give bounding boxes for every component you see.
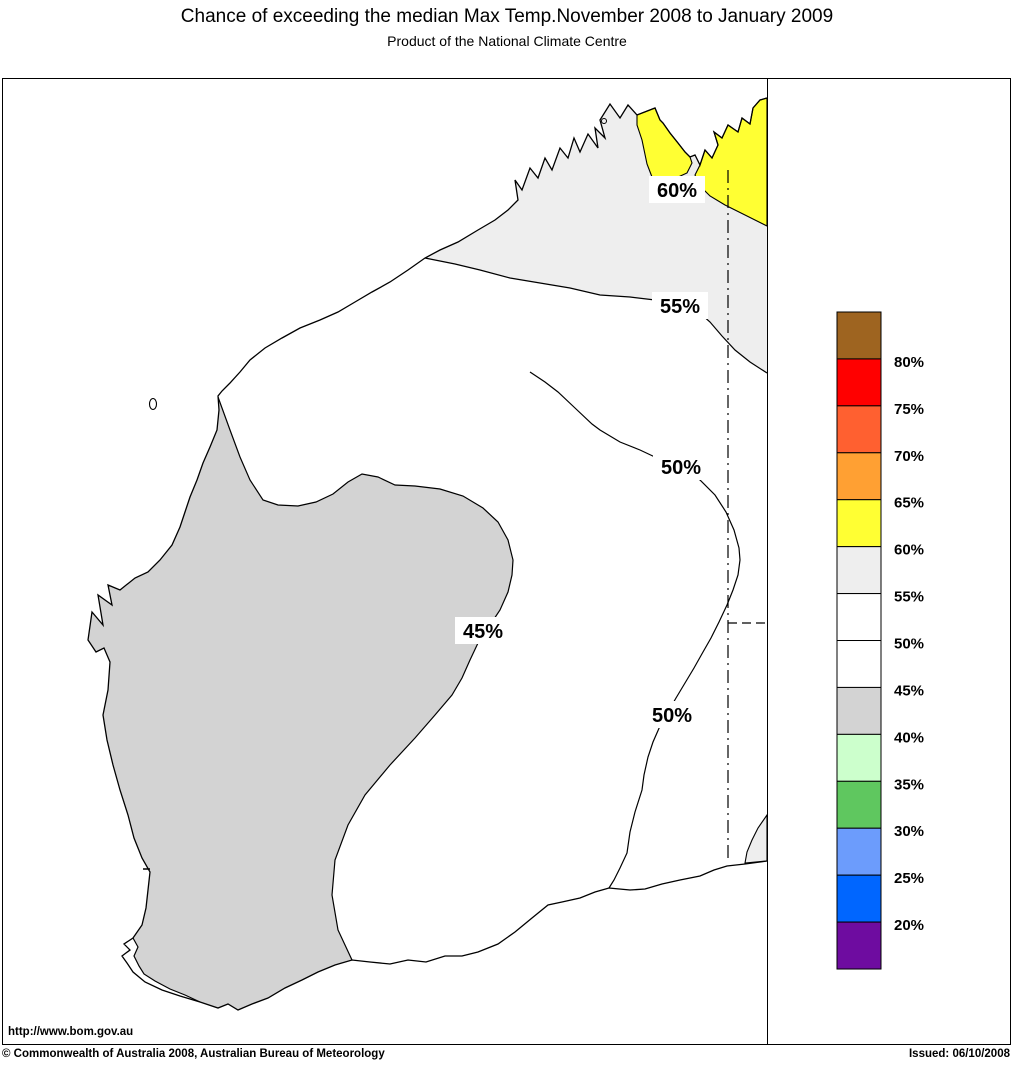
island-barrow xyxy=(148,397,158,411)
legend-label: 20% xyxy=(894,917,924,934)
legend-label: 60% xyxy=(894,542,924,559)
legend-label: 65% xyxy=(894,495,924,512)
legend-label: 35% xyxy=(894,776,924,793)
contour-label-box xyxy=(652,292,708,319)
legend-swatch xyxy=(836,686,882,735)
legend-swatch xyxy=(836,499,882,548)
legend-label: 80% xyxy=(894,354,924,371)
legend-label: 75% xyxy=(894,401,924,418)
contour-label-text: 45% xyxy=(463,621,503,643)
legend-label: 25% xyxy=(894,870,924,887)
contour-label-text: 50% xyxy=(661,457,701,479)
legend-swatch xyxy=(836,640,882,688)
contour-55 xyxy=(424,257,767,374)
coastline xyxy=(87,97,767,1011)
island-kimberley xyxy=(601,118,607,124)
legend-swatch xyxy=(836,874,882,923)
region-40-45 xyxy=(88,397,513,1010)
issued-date: Issued: 06/10/2008 xyxy=(908,1048,1010,1060)
legend-label: 30% xyxy=(894,823,924,840)
legend-swatch xyxy=(836,405,882,454)
contour-label-text: 60% xyxy=(657,180,697,202)
contour-label-box xyxy=(653,453,709,480)
legend-label: 45% xyxy=(894,682,924,699)
bom-url: http://www.bom.gov.au xyxy=(8,1026,134,1038)
legend-swatch xyxy=(836,733,882,782)
map-area: 60% 55% 50% 45% 50% xyxy=(87,97,767,1011)
legend-swatch xyxy=(836,780,882,829)
contour-45-coastal xyxy=(132,937,201,1003)
legend-swatch xyxy=(836,546,882,595)
contour-label-text: 55% xyxy=(660,296,700,318)
legend-swatch xyxy=(836,311,882,360)
contour-label-text: 50% xyxy=(652,705,692,727)
contour-label-box xyxy=(644,701,700,728)
legend-color-scale xyxy=(836,311,882,970)
legend-swatch xyxy=(836,452,882,501)
legend-label: 50% xyxy=(894,636,924,653)
legend-swatch xyxy=(836,358,882,407)
region-55-60-corner xyxy=(744,814,767,864)
contour-label-box xyxy=(455,617,511,644)
contour-50 xyxy=(529,371,741,889)
legend-swatch xyxy=(836,827,882,876)
contour-labels: 60% 55% 50% 45% 50% xyxy=(455,176,709,728)
contour-45 xyxy=(217,396,514,961)
legend-label: 70% xyxy=(894,448,924,465)
contour-label-box xyxy=(649,176,705,203)
legend-label: 40% xyxy=(894,729,924,746)
legend-label: 55% xyxy=(894,589,924,606)
page-subtitle: Product of the National Climate Centre xyxy=(387,33,627,49)
legend-labels: 80% 75% 70% 65% 60% 55% 50% 45% 40% 35% 30% 25% 20% xyxy=(894,354,924,934)
page-title: Chance of exceeding the median Max Temp.… xyxy=(180,6,834,27)
legend-swatch xyxy=(836,593,882,642)
legend-swatch xyxy=(836,921,882,970)
copyright-text: © Commonwealth of Australia 2008, Austra… xyxy=(2,1048,385,1060)
